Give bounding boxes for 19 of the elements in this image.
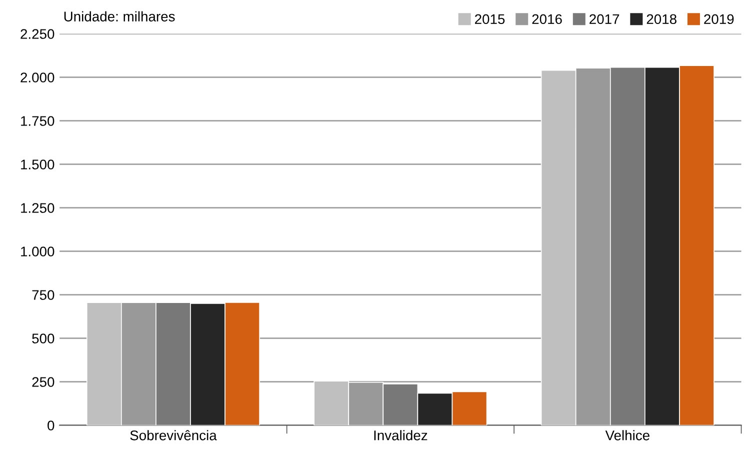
y-tick-label: 1.750: [21, 116, 54, 126]
y-tick-label: 2.250: [20, 29, 54, 39]
y-tick-label: 1.000: [21, 246, 54, 256]
x-tick-label: Invalidez: [374, 430, 428, 440]
legend-label: 2017: [590, 14, 620, 24]
legend-label: 2018: [646, 14, 676, 24]
y-tick-label: 500: [32, 334, 54, 344]
y-tick-label: 2.000: [20, 72, 54, 82]
text: Unidade: milhares: [64, 11, 175, 22]
x-tick-label: Velhice: [605, 430, 650, 440]
y-tick-label: 1.250: [21, 203, 54, 213]
y-tick-label: 0: [48, 420, 54, 430]
legend-label: 2016: [532, 14, 562, 24]
y-tick-label: 750: [32, 290, 54, 300]
y-tick-label: 1.500: [21, 160, 54, 170]
x-tick-label: Sobrevivência: [130, 430, 217, 440]
legend-label: 2019: [704, 14, 734, 24]
y-tick-label: 250: [32, 377, 54, 387]
legend-label: 2015: [475, 14, 505, 24]
